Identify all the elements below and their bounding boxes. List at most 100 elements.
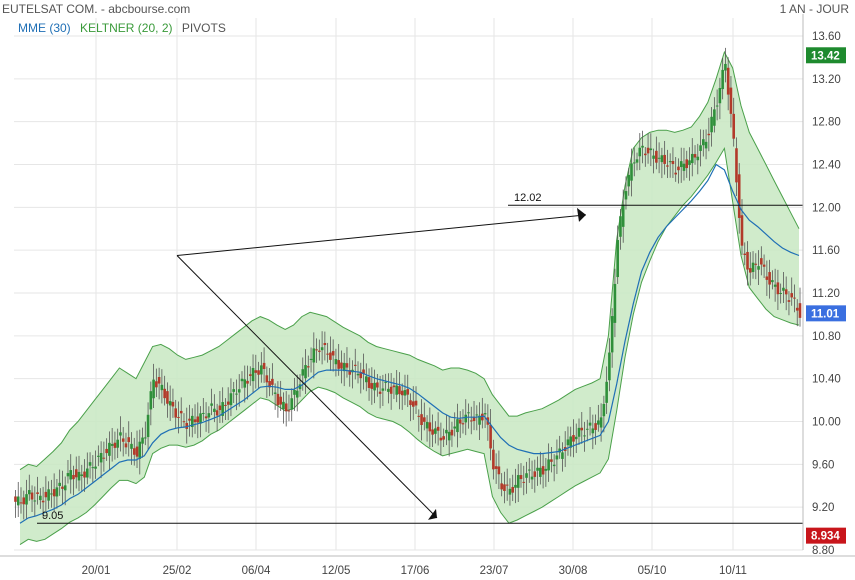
candle-body xyxy=(787,300,791,302)
candle-body xyxy=(602,403,606,417)
candle-body xyxy=(530,476,534,480)
candle-body xyxy=(400,390,404,396)
pivot-level-label: 12.02 xyxy=(514,192,542,204)
candle-body xyxy=(146,414,150,438)
candle-body xyxy=(345,363,349,368)
candle-body xyxy=(621,204,625,227)
candle-body xyxy=(436,426,440,431)
candle-body xyxy=(309,358,313,360)
candle-body xyxy=(287,410,291,412)
candle-body xyxy=(207,413,211,418)
candle-body xyxy=(550,459,553,462)
candle-body xyxy=(185,422,189,429)
candle-body xyxy=(27,490,31,495)
candle-body xyxy=(544,468,548,471)
candle-body xyxy=(69,470,73,480)
candle-body xyxy=(420,414,423,426)
candle-body xyxy=(130,443,133,449)
candle-body xyxy=(304,365,307,379)
candle-body xyxy=(552,464,556,467)
candle-body xyxy=(83,471,86,478)
candle-body xyxy=(713,109,716,126)
candle-body xyxy=(555,455,559,460)
candle-body xyxy=(519,475,523,480)
y-tick-label: 13.60 xyxy=(812,31,841,43)
candle-body xyxy=(135,446,139,457)
candle-body xyxy=(14,496,17,502)
period-selector[interactable]: 1 AN - JOUR xyxy=(779,2,849,16)
candle-body xyxy=(403,390,407,396)
candle-body xyxy=(254,370,258,373)
candle-body xyxy=(149,391,153,410)
candle-body xyxy=(177,416,180,418)
candle-body xyxy=(30,492,34,500)
candle-body xyxy=(779,292,782,294)
candle-body xyxy=(395,385,398,395)
candle-body xyxy=(260,365,263,375)
candle-body xyxy=(282,401,285,410)
candle-body xyxy=(472,416,476,422)
candle-body xyxy=(754,263,758,265)
candle-body xyxy=(737,174,741,218)
candle-body xyxy=(110,444,114,446)
candle-body xyxy=(121,438,125,442)
candle-body xyxy=(771,280,774,283)
price-tag-label: 13.42 xyxy=(811,50,840,62)
candle-body xyxy=(312,348,316,363)
candle-body xyxy=(608,352,611,381)
candle-body xyxy=(688,160,691,165)
x-tick-label: 17/06 xyxy=(401,565,430,577)
candle-body xyxy=(746,251,749,270)
candle-body xyxy=(536,467,539,471)
candle-body xyxy=(199,413,202,424)
candle-body xyxy=(113,442,117,448)
candle-body xyxy=(337,360,340,369)
candle-body xyxy=(627,174,631,187)
candle-body xyxy=(597,420,600,425)
candle-body xyxy=(215,410,219,416)
candle-body xyxy=(398,386,401,395)
candle-body xyxy=(268,381,271,388)
candle-body xyxy=(179,410,183,414)
legend-pivots[interactable]: PIVOTS xyxy=(181,21,226,35)
chart-title: EUTELSAT COM. - abcbourse.com xyxy=(2,2,191,16)
y-tick-label: 9.60 xyxy=(812,459,834,471)
candle-body xyxy=(453,426,456,429)
candle-body xyxy=(547,459,550,471)
candle-body xyxy=(522,481,526,483)
candle-body xyxy=(105,448,108,454)
candle-body xyxy=(47,489,50,501)
candle-body xyxy=(561,452,564,459)
candle-body xyxy=(795,307,799,311)
candle-body xyxy=(757,266,760,270)
candle-body xyxy=(232,389,236,392)
candle-body xyxy=(323,342,327,346)
axes: 13.60 13.20 12.80 12.40 12.00 11.60 11.20 10.80… xyxy=(0,14,855,577)
candle-body xyxy=(237,389,241,393)
candle-body xyxy=(423,417,426,422)
legend-keltner[interactable]: KELTNER (20, 2) xyxy=(80,21,173,35)
price-tag-label: 8.934 xyxy=(811,531,840,543)
candle-body xyxy=(406,389,410,395)
pivot-trend-line xyxy=(176,214,587,257)
candle-body xyxy=(616,240,619,278)
candle-body xyxy=(635,159,639,163)
candle-body xyxy=(362,369,365,374)
candle-body xyxy=(773,284,777,287)
candle-body xyxy=(85,468,89,478)
candle-body xyxy=(762,264,766,267)
candle-body xyxy=(290,398,294,410)
y-tick-label: 12.80 xyxy=(812,117,841,129)
candle-body xyxy=(144,437,147,439)
candle-body xyxy=(33,500,37,502)
candle-body xyxy=(793,297,796,299)
candle-body xyxy=(699,145,702,151)
candle-body xyxy=(707,133,711,136)
price-tag xyxy=(806,305,846,322)
legend-mme[interactable]: MME (30) xyxy=(18,21,71,35)
candle-body xyxy=(481,413,484,421)
candle-body xyxy=(63,485,67,491)
candle-body xyxy=(376,382,379,388)
candle-body xyxy=(315,349,318,351)
